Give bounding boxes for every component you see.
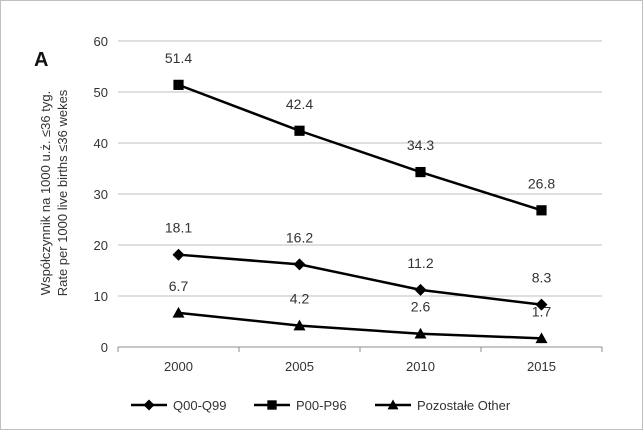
data-label: 18.1 bbox=[165, 220, 192, 236]
x-axis: 2000 2005 2010 2015 bbox=[117, 346, 603, 374]
x-tick-label: 2005 bbox=[285, 359, 314, 374]
square-marker bbox=[294, 125, 305, 136]
y-axis-label-line-2: Rate per 1000 live births ≤36 wekes bbox=[55, 89, 70, 296]
panel-letter: A bbox=[34, 49, 48, 71]
data-label: 1.7 bbox=[532, 303, 552, 319]
square-marker bbox=[415, 166, 426, 178]
y-tick-label: 40 bbox=[94, 136, 108, 151]
diamond-marker bbox=[143, 399, 155, 411]
series-line bbox=[178, 83, 542, 212]
data-labels: 18.1 16.2 11.2 8.3 51.4 42.4 34.3 26.8 6.7 4.2 2.6… bbox=[165, 50, 555, 319]
x-tick-label: 2015 bbox=[527, 359, 556, 374]
legend-item: Pozostałe Other bbox=[375, 398, 511, 413]
y-tick-label: 10 bbox=[94, 289, 108, 304]
data-label: 34.3 bbox=[407, 137, 434, 153]
diamond-marker bbox=[293, 258, 306, 271]
x-tick-label: 2000 bbox=[164, 359, 193, 374]
legend-label: P00-P96 bbox=[296, 398, 347, 413]
legend: Q00-Q99 P00-P96 Pozostałe Other bbox=[131, 398, 511, 413]
y-tick-label: 0 bbox=[101, 340, 108, 355]
triangle-marker bbox=[293, 319, 306, 331]
data-label: 4.2 bbox=[290, 291, 310, 307]
series-square bbox=[173, 79, 547, 216]
triangle-marker bbox=[172, 306, 185, 318]
x-tick-label: 2010 bbox=[406, 359, 435, 374]
triangle-marker bbox=[414, 327, 427, 339]
data-label: 51.4 bbox=[165, 50, 192, 66]
diamond-marker bbox=[535, 298, 548, 311]
square-marker bbox=[173, 79, 184, 90]
series-layer bbox=[172, 79, 548, 344]
y-axis: 0 10 20 30 40 50 60 bbox=[94, 34, 108, 355]
legend-label: Pozostałe Other bbox=[417, 398, 511, 413]
square-marker bbox=[536, 205, 547, 216]
legend-item: P00-P96 bbox=[254, 398, 347, 413]
square-marker bbox=[267, 400, 277, 410]
triangle-marker bbox=[387, 399, 399, 410]
data-label: 8.3 bbox=[532, 270, 552, 286]
data-label: 6.7 bbox=[169, 278, 189, 294]
data-label: 2.6 bbox=[411, 299, 431, 315]
legend-label: Q00-Q99 bbox=[173, 398, 226, 413]
y-tick-label: 20 bbox=[94, 238, 108, 253]
y-tick-label: 30 bbox=[94, 187, 108, 202]
data-label: 11.2 bbox=[407, 255, 433, 271]
data-label: 16.2 bbox=[286, 229, 313, 245]
series-line bbox=[178, 311, 542, 340]
series-line bbox=[178, 253, 542, 306]
diamond-marker bbox=[172, 248, 185, 261]
y-axis-label-line-1: Współczynnik na 1000 u.ż. ≤36 tyg. bbox=[38, 91, 53, 295]
y-tick-label: 60 bbox=[94, 34, 108, 49]
diamond-marker bbox=[414, 283, 427, 296]
data-label: 26.8 bbox=[528, 175, 555, 191]
data-label: 42.4 bbox=[286, 96, 313, 112]
y-tick-label: 50 bbox=[94, 85, 108, 100]
triangle-marker bbox=[535, 332, 548, 344]
series-diamond bbox=[172, 248, 548, 311]
series-triangle bbox=[172, 306, 548, 344]
legend-item: Q00-Q99 bbox=[131, 398, 226, 413]
